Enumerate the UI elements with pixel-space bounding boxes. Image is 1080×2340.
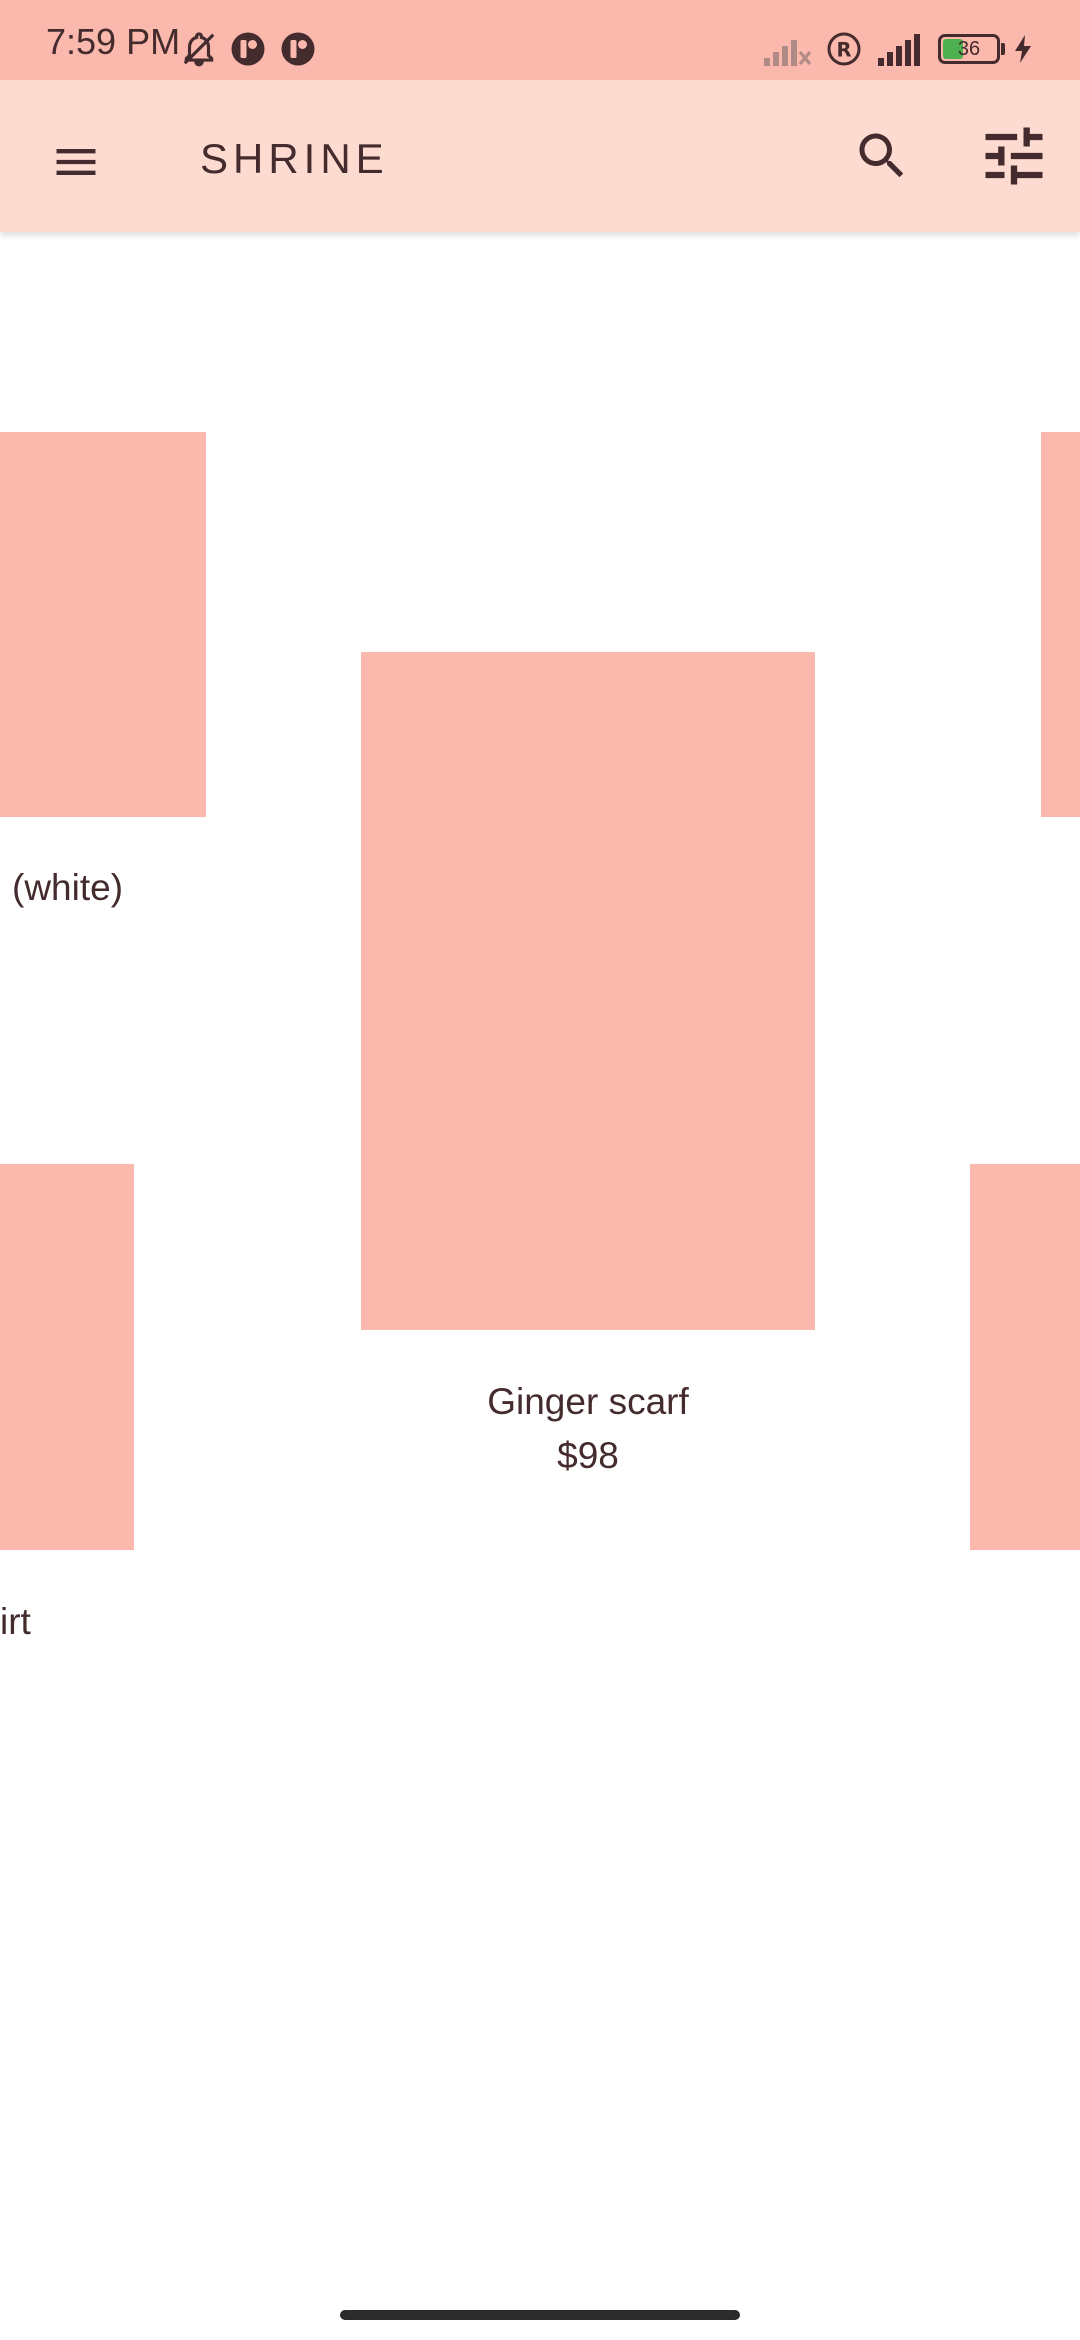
menu-button[interactable] xyxy=(38,124,114,200)
product-name: irt xyxy=(0,1601,31,1642)
status-bar: 7:59 PM R 36 xyxy=(0,0,1080,80)
battery-icon: 36 xyxy=(938,34,1000,64)
product-name: (white) xyxy=(12,867,124,908)
product-image xyxy=(0,1164,134,1550)
no-signal-icon xyxy=(764,40,812,66)
top-app-bar: SHRINE xyxy=(0,80,1080,232)
mute-bell-icon xyxy=(183,32,215,67)
roaming-icon: R xyxy=(827,32,861,66)
battery-tip xyxy=(1001,43,1005,55)
product-image xyxy=(1041,432,1080,817)
charging-icon xyxy=(1015,35,1031,63)
product-name: Ginger scarf xyxy=(487,1381,689,1422)
battery-level: 36 xyxy=(957,38,981,60)
svg-text:R: R xyxy=(836,39,851,62)
app-notification-icon xyxy=(231,32,265,66)
tune-icon xyxy=(985,127,1043,185)
product-price: $98 xyxy=(557,1435,619,1476)
signal-icon xyxy=(878,34,920,66)
home-indicator[interactable] xyxy=(340,2310,740,2320)
product-image xyxy=(361,652,815,1330)
product-image xyxy=(0,432,206,817)
app-title: SHRINE xyxy=(200,135,389,182)
status-time: 7:59 PM xyxy=(46,21,181,62)
search-icon xyxy=(859,133,904,178)
filter-button[interactable] xyxy=(972,114,1056,198)
product-image xyxy=(970,1164,1080,1550)
app-notification-icon xyxy=(281,32,315,66)
search-button[interactable] xyxy=(844,118,920,194)
menu-icon xyxy=(56,149,96,175)
